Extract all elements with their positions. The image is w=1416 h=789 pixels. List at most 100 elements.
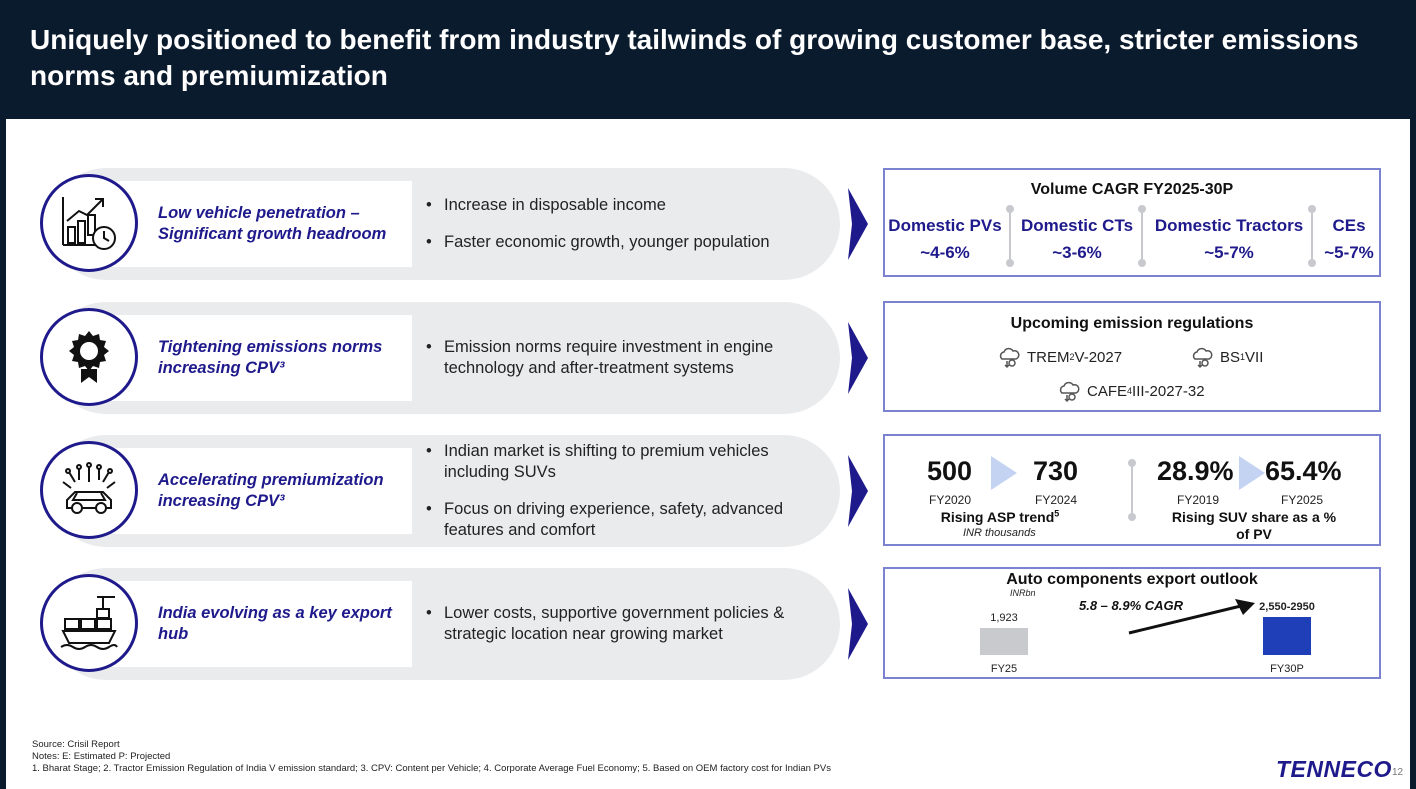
award-ribbon-icon — [69, 331, 109, 383]
segment-value: ~4-6% — [920, 243, 970, 262]
bullet-item: Lower costs, supportive government polic… — [424, 603, 834, 645]
row-bullets: Indian market is shifting to premium veh… — [424, 435, 834, 547]
arrow-right-icon — [991, 456, 1017, 490]
emission-cloud-icon — [999, 347, 1020, 369]
premiumization-box: 500 730 FY2020 FY2024 Rising ASP trend5 … — [883, 434, 1381, 546]
row-bullets: Increase in disposable income Faster eco… — [424, 168, 834, 280]
asp-from-year: FY2020 — [929, 493, 972, 507]
asp-caption: Rising ASP trend5 — [915, 509, 1085, 526]
emission-regulations-title: Upcoming emission regulations — [1010, 315, 1254, 332]
row-label-box: Accelerating premiumization increasing C… — [100, 448, 412, 534]
emission-cloud-icon — [1192, 347, 1213, 369]
export-cagr: 5.8 – 8.9% CAGR — [1079, 598, 1184, 613]
row-label: Accelerating premiumization increasing C… — [158, 471, 384, 510]
export-outlook-title: Auto components export outlook — [1006, 571, 1258, 588]
header-bar: Uniquely positioned to benefit from indu… — [0, 0, 1416, 119]
regulation-trem: TREM 2 V-2027 — [997, 345, 1122, 369]
export-unit: INRbn — [1010, 588, 1036, 598]
right-edge — [1410, 119, 1416, 789]
regulation-name: BS — [1220, 348, 1241, 366]
segment-value: ~5-7% — [1204, 243, 1254, 262]
page-number: 12 — [1392, 767, 1404, 778]
cagr-segment: Domestic PVs ~4-6% — [887, 212, 1003, 266]
row-label-box: India evolving as a key export hub — [100, 581, 412, 667]
segment-name: Domestic Tractors — [1154, 216, 1304, 235]
bullet-item: Focus on driving experience, safety, adv… — [424, 499, 834, 541]
tenneco-logo: TENNECO — [1276, 756, 1392, 782]
suv-to-year: FY2025 — [1281, 493, 1324, 507]
left-edge — [0, 119, 6, 789]
export-bar-category: FY30P — [1270, 663, 1304, 675]
row-bullets: Emission norms require investment in eng… — [424, 302, 834, 414]
chevron-right-icon — [848, 455, 868, 527]
divider — [1128, 459, 1136, 521]
chevron-right-icon — [848, 322, 868, 394]
row-emissions-norms: Tightening emissions norms increasing CP… — [40, 302, 840, 414]
row-vehicle-penetration: Low vehicle penetration – Significant gr… — [40, 168, 840, 280]
bullet-item: Indian market is shifting to premium veh… — [424, 441, 834, 483]
row-bullets: Lower costs, supportive government polic… — [424, 568, 834, 680]
suv-to-value: 65.4% — [1265, 456, 1342, 486]
suv-from-year: FY2019 — [1177, 493, 1220, 507]
divider — [1308, 205, 1316, 267]
suv-from-value: 28.9% — [1157, 456, 1234, 486]
bullet-item: Increase in disposable income — [424, 195, 834, 216]
cargo-ship-icon — [60, 596, 118, 650]
asp-from-value: 500 — [927, 456, 973, 486]
export-bar-value: 2,550-2950 — [1259, 601, 1315, 613]
chevron-right-icon — [848, 588, 868, 660]
row-icon-circle — [40, 174, 138, 272]
regulation-name: TREM — [1027, 348, 1070, 366]
asp-caption-text: Rising ASP trend — [940, 509, 1055, 525]
regulation-cafe: CAFE 4 III-2027-32 — [1057, 379, 1205, 403]
bullet-item: Emission norms require investment in eng… — [424, 337, 834, 379]
regulation-detail: III-2027-32 — [1132, 382, 1205, 400]
bullet-item: Faster economic growth, younger populati… — [424, 232, 834, 253]
regulation-bs: BS 1 VII — [1190, 345, 1263, 369]
export-bar — [1263, 617, 1311, 655]
regulation-detail: V-2027 — [1074, 348, 1123, 366]
footnote-source: Source: Crisil Report — [32, 739, 120, 750]
row-label: India evolving as a key export hub — [158, 604, 392, 643]
divider — [1006, 205, 1014, 267]
row-label: Tightening emissions norms increasing CP… — [158, 338, 383, 377]
regulation-name: CAFE — [1087, 382, 1128, 400]
footnote-ref: 5 — [1054, 508, 1060, 519]
divider — [1138, 205, 1146, 267]
asp-to-year: FY2024 — [1035, 493, 1078, 507]
row-icon-circle — [40, 308, 138, 406]
emission-cloud-icon — [1059, 381, 1080, 403]
segment-value: ~3-6% — [1052, 243, 1102, 262]
emission-regulations-box: Upcoming emission regulations TREM 2 V-20… — [883, 301, 1381, 412]
chevron-right-icon — [848, 188, 868, 260]
row-export-hub: India evolving as a key export hub Lower… — [40, 568, 840, 680]
segment-name: Domestic PVs — [888, 216, 1002, 235]
arrow-right-icon — [1239, 456, 1265, 490]
export-bar-category: FY25 — [990, 663, 1018, 675]
growth-arrow-icon — [1128, 599, 1255, 635]
suv-caption: Rising SUV share as a % of PV — [1171, 509, 1337, 542]
asp-unit: INR thousands — [963, 527, 1036, 539]
regulation-detail: VII — [1245, 348, 1264, 366]
cagr-segment: CEs ~5-7% — [1319, 212, 1379, 266]
row-premiumization: Accelerating premiumization increasing C… — [40, 435, 840, 547]
row-icon-circle — [40, 574, 138, 672]
volume-cagr-box: Volume CAGR FY2025-30P Domestic PVs ~4-6… — [883, 168, 1381, 277]
row-label-box: Tightening emissions norms increasing CP… — [100, 315, 412, 401]
volume-cagr-title: Volume CAGR FY2025-30P — [1030, 181, 1234, 198]
asp-to-value: 730 — [1033, 456, 1079, 486]
export-bar — [980, 628, 1028, 655]
smart-car-icon — [62, 462, 116, 514]
footnote-notes: Notes: E: Estimated P: Projected — [32, 751, 171, 762]
growth-chart-clock-icon — [62, 197, 116, 250]
export-outlook-box: Auto components export outlook INRbn 5.8… — [883, 567, 1381, 679]
export-bar-value: 1,923 — [990, 612, 1018, 624]
row-icon-circle — [40, 441, 138, 539]
segment-value: ~5-7% — [1324, 243, 1374, 262]
row-label: Low vehicle penetration – Significant gr… — [158, 204, 387, 243]
cagr-segment: Domestic CTs ~3-6% — [1017, 212, 1137, 266]
row-label-box: Low vehicle penetration – Significant gr… — [100, 181, 412, 267]
cagr-segment: Domestic Tractors ~5-7% — [1149, 212, 1309, 266]
footnote-definitions: 1. Bharat Stage; 2. Tractor Emission Reg… — [32, 763, 831, 774]
segment-name: Domestic CTs — [1020, 216, 1134, 235]
